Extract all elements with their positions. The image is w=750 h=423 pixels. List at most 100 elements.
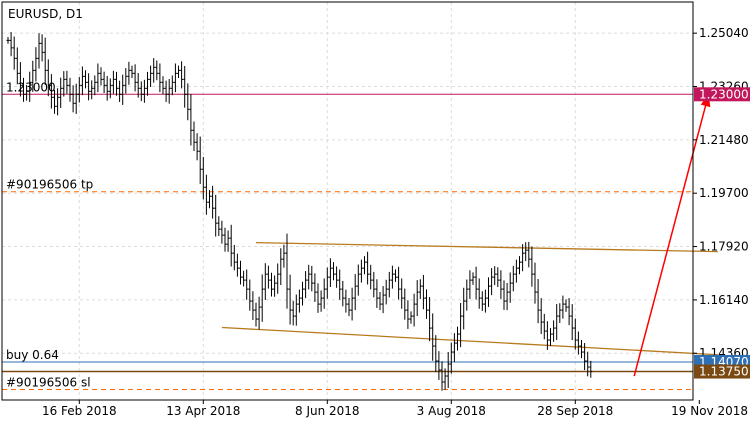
ohlc-bar [279,248,283,286]
ohlc-bar [542,313,546,340]
ohlc-bar [130,65,134,79]
channel-line-lower [221,326,718,356]
ohlc-bar [118,80,122,102]
ohlc-bar [294,294,298,326]
ohlc-bar [335,266,339,288]
ohlc-bar [84,70,87,89]
ohlc-bar [372,271,376,298]
ohlc-bar [406,300,410,329]
ohlc-bar [183,65,187,108]
x-tick-label: 16 Feb 2018 [42,404,117,418]
y-tick-label: 1.19700 [699,186,749,200]
ohlc-bar [214,194,218,237]
ohlc-bar [449,342,453,374]
ohlc-bar [297,289,301,313]
ohlc-bar [508,272,512,303]
ohlc-bar [62,71,66,97]
ohlc-bar [195,133,199,161]
ohlc-bar [363,256,366,275]
ohlc-bar [344,289,348,313]
level-label-buy: buy 0.64 [6,348,59,362]
price-badge-text-target: 1.23000 [699,87,749,101]
ohlc-bar [127,61,131,85]
ohlc-bar [115,71,118,96]
ohlc-bar [505,283,509,311]
ohlc-bar [211,185,215,219]
ohlc-bar [80,66,84,96]
ohlc-bar [96,63,100,93]
channel [221,242,718,356]
ohlc-bar [142,79,146,103]
ohlc-bar [425,289,428,319]
ohlc-bar [220,220,224,244]
ohlc-bar [204,174,208,215]
ohlc-bar [502,280,506,310]
ohlc-bar [161,76,165,95]
ohlc-bar [37,33,41,69]
ohlc-bar [282,244,286,268]
x-axis: 16 Feb 2018 13 Apr 2018 8 Jun 2018 3 Aug 20… [42,400,748,418]
ohlc-bar [468,270,472,299]
ohlc-bar [580,339,583,359]
ohlc-bar [390,265,394,289]
ohlc-bar [266,265,270,289]
ohlc-bar [474,266,478,300]
ohlc-bar [65,70,69,94]
ohlc-bar [260,274,264,322]
channel-line-upper [255,242,718,253]
ohlc-bar [46,59,50,97]
ohlc-bar [446,352,450,389]
ohlc-bar [564,299,568,312]
ohlc-bar [431,313,435,361]
ohlc-bar [189,94,193,146]
y-tick-label: 1.25040 [699,26,749,40]
price-badge-current [694,364,750,379]
ohlc-bar [68,77,72,102]
ohlc-bar [421,274,425,310]
ohlc-bar [493,266,497,286]
ohlc-bar [43,37,47,86]
ohlc-bar [378,292,382,311]
ohlc-bar [307,264,311,290]
ohlc-bar [136,73,140,98]
level-label-sl: #90196506 sl [6,376,91,390]
ohlc-bar [440,361,444,391]
ohlc-bar [483,289,487,313]
x-tick-label: 13 Apr 2018 [166,404,240,418]
ohlc-bar [25,84,29,101]
ohlc-bar [558,303,562,323]
ohlc-bar [353,274,357,311]
ohlc-bar [177,65,180,79]
ohlc-bar [15,47,19,85]
ohlc-bar [291,300,295,326]
ohlc-bar [180,61,184,89]
ohlc-bar [521,244,525,272]
ohlc-bar [530,246,534,287]
ohlc-bar [59,77,63,108]
ohlc-bar [34,47,38,82]
ohlc-bar [552,320,556,342]
ohlc-bar [301,281,304,306]
ohlc-bar [226,230,230,252]
price-badge-target [694,87,750,102]
ohlc-bar [242,270,246,287]
ohlc-bar [152,58,156,83]
ohlc-bar [434,335,438,372]
chart-title: EURUSD, D1 [8,7,83,21]
ohlc-bar [74,83,78,114]
ohlc-bar [567,298,571,326]
ohlc-bar [496,267,500,287]
ohlc-bar [28,71,32,102]
ohlc-bar [158,63,162,93]
ohlc-bar [369,264,373,290]
ohlc-bar [257,296,261,330]
ohlc-bar [40,34,44,62]
ohlc-bar [394,269,397,282]
ohlc-bar [229,224,233,267]
ohlc-bar [570,304,574,341]
level-label-tp: #90196506 tp [6,178,93,192]
ohlc-bar [555,304,559,341]
